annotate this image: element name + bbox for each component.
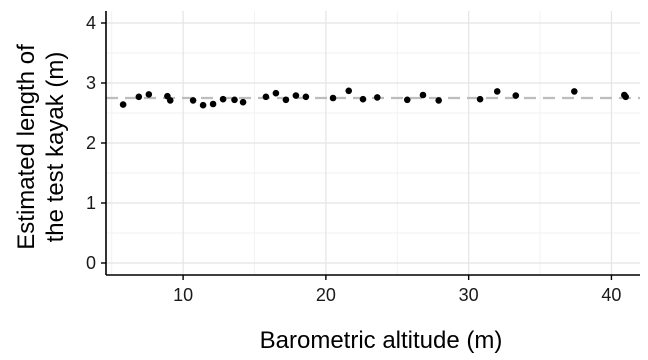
data-point xyxy=(571,88,578,95)
data-point xyxy=(166,97,174,104)
grid-minor xyxy=(106,11,640,275)
y-tick-label: 1 xyxy=(86,193,96,213)
data-point xyxy=(231,96,238,104)
y-ticks: 0 1 2 3 4 xyxy=(86,13,106,273)
data-point xyxy=(512,92,520,99)
data-point xyxy=(302,93,310,101)
data-point xyxy=(292,92,300,99)
x-tick-label: 40 xyxy=(601,285,621,305)
x-ticks: 10 20 30 40 xyxy=(173,275,621,305)
data-point xyxy=(493,88,501,95)
data-point xyxy=(622,93,630,101)
data-point xyxy=(329,94,337,102)
data-point xyxy=(419,91,427,99)
data-point xyxy=(219,95,227,103)
data-point xyxy=(209,100,217,108)
data-point xyxy=(282,96,290,104)
data-point xyxy=(135,93,143,101)
y-tick-label: 3 xyxy=(86,73,96,93)
data-point xyxy=(199,101,207,109)
x-tick-label: 20 xyxy=(316,285,336,305)
data-point xyxy=(373,94,381,101)
data-point xyxy=(119,101,127,108)
data-point xyxy=(345,87,353,95)
y-tick-label: 2 xyxy=(86,133,96,153)
y-tick-label: 4 xyxy=(86,13,96,33)
data-point xyxy=(476,95,484,103)
data-point xyxy=(189,97,197,104)
x-axis-title: Barometric altitude (m) xyxy=(260,327,503,354)
data-point xyxy=(262,93,270,101)
data-point xyxy=(239,98,247,106)
x-tick-label: 10 xyxy=(173,285,193,305)
data-point xyxy=(145,91,153,98)
data-point xyxy=(403,96,411,104)
y-axis-title-line-1: Estimated length of xyxy=(13,44,40,250)
y-tick-label: 0 xyxy=(86,253,96,273)
x-tick-label: 30 xyxy=(459,285,479,305)
y-axis-title-line-2: the test kayak (m) xyxy=(42,52,69,243)
data-point xyxy=(435,97,442,104)
data-points xyxy=(119,87,630,109)
grid-major xyxy=(106,11,640,275)
data-point xyxy=(272,89,280,97)
data-point xyxy=(359,95,367,103)
